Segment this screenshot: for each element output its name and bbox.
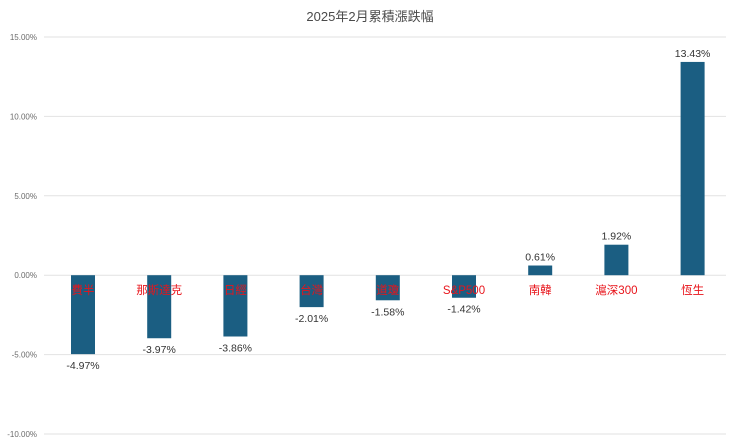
bar bbox=[147, 275, 172, 339]
data-label: -3.97% bbox=[143, 344, 176, 356]
category-labels: 費半 那斯達克 日經 台灣 道瓊 S&P500 南韓 滬深300 恆生 bbox=[72, 283, 705, 297]
category-label: S&P500 bbox=[443, 285, 485, 297]
y-axis-tick-labels: -10.00% -5.00% 0.00% 5.00% 10.00% 15.00% bbox=[7, 33, 37, 439]
bar bbox=[604, 244, 629, 276]
category-label: 那斯達克 bbox=[136, 284, 182, 297]
y-tick-label: 10.00% bbox=[10, 112, 37, 121]
bar bbox=[528, 265, 553, 276]
category-label: 滬深300 bbox=[595, 283, 637, 297]
bar bbox=[452, 275, 476, 298]
data-label: -3.86% bbox=[219, 342, 252, 354]
category-label: 台灣 bbox=[300, 283, 323, 297]
y-tick-label: -5.00% bbox=[12, 351, 37, 360]
category-label: 日經 bbox=[224, 283, 247, 297]
data-label: -2.01% bbox=[295, 313, 328, 325]
data-label: 1.92% bbox=[602, 231, 632, 243]
data-label: 0.61% bbox=[525, 252, 555, 264]
y-tick-label: -10.00% bbox=[7, 430, 37, 439]
chart-title: 2025年2月累積漲跌幅 bbox=[306, 9, 433, 24]
category-label: 恆生 bbox=[681, 283, 704, 297]
y-tick-label: 15.00% bbox=[10, 33, 37, 42]
data-label: -4.97% bbox=[66, 360, 99, 372]
bar bbox=[223, 275, 248, 337]
y-tick-label: 5.00% bbox=[14, 192, 37, 201]
data-label: -1.58% bbox=[371, 306, 404, 318]
category-label: 道瓊 bbox=[376, 283, 399, 297]
bar bbox=[71, 275, 95, 355]
category-label: 南韓 bbox=[529, 283, 552, 297]
bars bbox=[71, 61, 705, 355]
data-label: -1.42% bbox=[447, 304, 480, 316]
category-label: 費半 bbox=[72, 283, 95, 297]
data-label: 13.43% bbox=[675, 48, 711, 60]
y-tick-label: 0.00% bbox=[14, 271, 37, 280]
bar bbox=[299, 275, 324, 308]
bar bbox=[680, 61, 705, 276]
data-labels: -4.97% -3.97% -3.86% -2.01% -1.58% -1.42% 0.61… bbox=[66, 48, 710, 372]
bar bbox=[375, 275, 400, 301]
